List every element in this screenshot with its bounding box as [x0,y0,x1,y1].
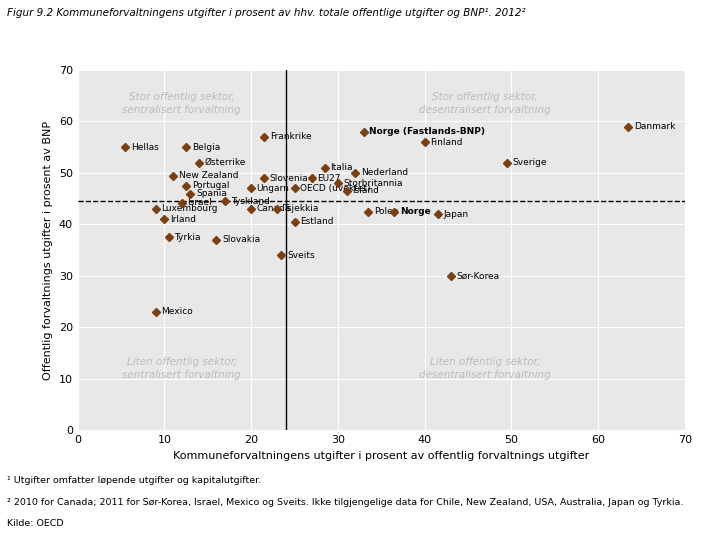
Text: Figur 9.2 Kommuneforvaltningens utgifter i prosent av hhv. totale offentlige utg: Figur 9.2 Kommuneforvaltningens utgifter… [7,8,526,18]
Text: Ungarn: Ungarn [257,184,289,193]
Text: Liten offentlig sektor,
sentralisert forvaltning: Liten offentlig sektor, sentralisert for… [122,357,241,380]
Text: ¹ Utgifter omfatter løpende utgifter og kapitalutgifter.: ¹ Utgifter omfatter løpende utgifter og … [7,476,261,485]
Text: EU27: EU27 [318,174,341,182]
Text: Hellas: Hellas [131,143,159,152]
Text: Finland: Finland [430,138,462,146]
Text: Liten offentlig sektor,
desentralisert forvaltning: Liten offentlig sektor, desentralisert f… [419,357,551,380]
Text: Norge: Norge [400,207,431,216]
Text: Sør-Korea: Sør-Korea [456,271,499,280]
Y-axis label: Offentlig forvaltnings utgifter i prosent av BNP: Offentlig forvaltnings utgifter i prosen… [43,121,53,380]
Text: Portugal: Portugal [191,181,229,190]
Text: ² 2010 for Canada; 2011 for Sør-Korea, Israel, Mexico og Sveits. Ikke tilgjengel: ² 2010 for Canada; 2011 for Sør-Korea, I… [7,498,683,507]
Text: Italia: Italia [330,163,353,172]
Text: Mexico: Mexico [161,307,193,316]
Text: Luxembourg: Luxembourg [161,204,217,214]
Text: Sveits: Sveits [287,251,315,260]
Text: Polen: Polen [373,207,398,216]
Text: Frankrike: Frankrike [270,132,311,141]
Text: Spania: Spania [196,189,227,198]
Text: Belgia: Belgia [191,143,220,152]
Text: Canada: Canada [257,204,291,214]
Text: Irland: Irland [170,215,196,224]
Text: Israel: Israel [187,199,212,207]
Text: Storbritannia: Storbritannia [343,179,403,188]
Text: Sverige: Sverige [513,158,547,167]
Text: Slovenia: Slovenia [270,174,309,182]
Text: Island: Island [352,187,379,195]
Text: Slovakia: Slovakia [222,235,260,244]
Text: Tsjekkia: Tsjekkia [282,204,318,214]
Text: Tyrkia: Tyrkia [174,233,201,242]
Text: Stor offentlig sektor,
sentralisert forvaltning: Stor offentlig sektor, sentralisert forv… [122,92,241,115]
X-axis label: Kommuneforvaltningens utgifter i prosent av offentlig forvaltnings utgifter: Kommuneforvaltningens utgifter i prosent… [173,451,590,461]
Text: Østerrike: Østerrike [205,158,246,167]
Text: Norge (Fastlands-BNP): Norge (Fastlands-BNP) [369,127,486,136]
Text: Estland: Estland [300,217,333,226]
Text: Japan: Japan [443,210,468,218]
Text: Danmark: Danmark [634,122,676,131]
Text: New Zealand: New Zealand [179,171,238,180]
Text: Nederland: Nederland [361,168,408,178]
Text: Kilde: OECD: Kilde: OECD [7,519,64,528]
Text: Tyskland: Tyskland [231,197,270,206]
Text: OECD (uvektet): OECD (uvektet) [300,184,371,193]
Text: Stor offentlig sektor,
desentralisert forvaltning: Stor offentlig sektor, desentralisert fo… [419,92,551,115]
